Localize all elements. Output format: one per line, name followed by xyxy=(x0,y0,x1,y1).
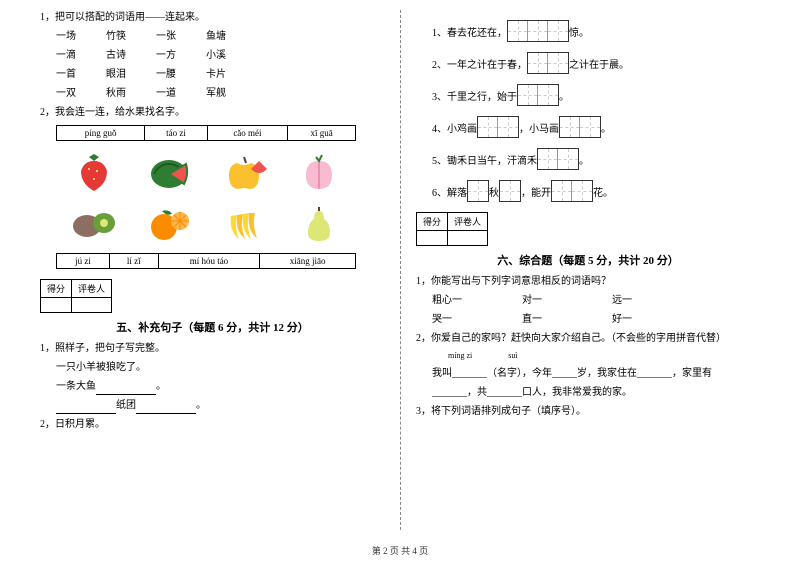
opposites-list: 粗心一对一远一哭一直一好一 xyxy=(416,293,760,328)
q6-1: 1，你能写出与下列字词意思相反的词语吗？ xyxy=(416,274,760,290)
q5-1c: 纸团。 xyxy=(40,398,385,414)
q6-2-line1: 我叫_______（名字），今年_____岁，我家住在_______，家里有 xyxy=(416,366,760,382)
word-pairs: 一场竹筷一张鱼塘一滴古诗一方小溪一首眼泪一腰卡片一双秋雨一道军舰 xyxy=(40,29,385,102)
q6-2-line2: _______，共_______口人，我非常爱我的家。 xyxy=(416,385,760,401)
apple-icon xyxy=(219,149,269,194)
kiwi-icon xyxy=(69,201,119,246)
q6-2-pinyin: míng zi suì xyxy=(416,350,760,363)
page-footer: 第 2 页 共 4 页 xyxy=(0,544,800,557)
score-table-left: 得分评卷人 xyxy=(40,279,112,313)
banana-icon xyxy=(219,201,269,246)
pinyin-bot-table: jú zilí zǐmí hóu táoxiāng jiāo xyxy=(56,253,356,269)
section6-title: 六、综合题（每题 5 分，共计 20 分） xyxy=(416,252,760,268)
q5-2: 2，日积月累。 xyxy=(40,417,385,433)
watermelon-icon xyxy=(144,149,194,194)
section5-title: 五、补充句子（每题 6 分，共计 12 分） xyxy=(40,319,385,335)
q2-title: 2，我会连一连，给水果找名字。 xyxy=(40,105,385,121)
q5-1b: 一条大鱼。 xyxy=(40,379,385,395)
orange-icon xyxy=(144,201,194,246)
fill-blanks-list: 1、春去花还在，惊。2、一年之计在于春，之计在于晨。3、千里之行，始于。4、小鸡… xyxy=(416,20,760,202)
q6-2: 2，你爱自己的家吗？赶快向大家介绍自己。（不会些的字用拼音代替） xyxy=(416,331,760,347)
q5-1a: 一只小羊被狼吃了。 xyxy=(40,360,385,376)
pinyin-top-table: píng guǒtáo zicǎo méixī guā xyxy=(56,125,356,141)
strawberry-icon xyxy=(69,149,119,194)
peach-icon xyxy=(294,149,344,194)
fruit-grid xyxy=(56,145,385,249)
score-table-right: 得分评卷人 xyxy=(416,212,488,246)
q1-title: 1，把可以搭配的词语用——连起来。 xyxy=(40,10,385,26)
q6-3: 3，将下列词语排列成句子（填序号）。 xyxy=(416,404,760,420)
pear-icon xyxy=(294,201,344,246)
q5-1: 1，照样子，把句子写完整。 xyxy=(40,341,385,357)
